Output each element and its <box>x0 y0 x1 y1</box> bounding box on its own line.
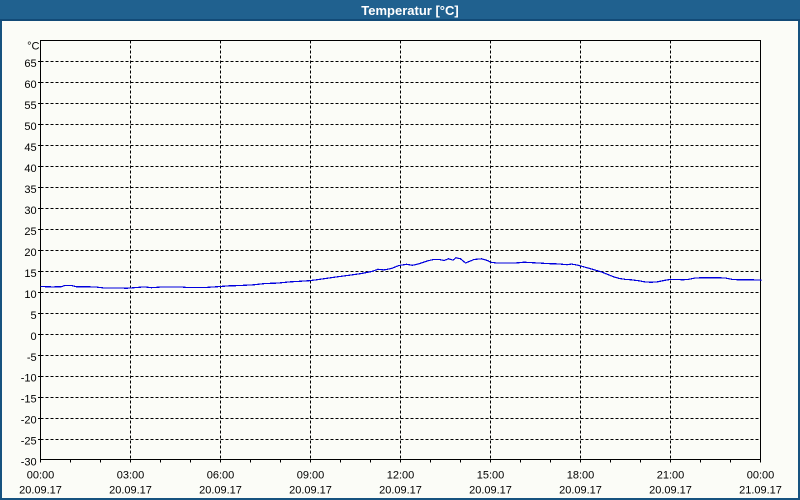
svg-text:20.09.17: 20.09.17 <box>649 485 692 497</box>
svg-text:09:00: 09:00 <box>297 470 325 482</box>
svg-text:-20: -20 <box>21 415 37 427</box>
svg-text:20.09.17: 20.09.17 <box>379 485 422 497</box>
svg-text:40: 40 <box>24 163 36 175</box>
svg-text:06:00: 06:00 <box>207 470 235 482</box>
svg-text:15:00: 15:00 <box>477 470 505 482</box>
svg-text:20: 20 <box>24 247 36 259</box>
svg-text:-25: -25 <box>21 436 37 448</box>
svg-text:21.09.17: 21.09.17 <box>739 485 782 497</box>
svg-text:-5: -5 <box>27 352 37 364</box>
svg-text:-15: -15 <box>21 394 37 406</box>
svg-text:20.09.17: 20.09.17 <box>469 485 512 497</box>
svg-text:21:00: 21:00 <box>657 470 685 482</box>
svg-text:00:00: 00:00 <box>27 470 55 482</box>
svg-text:45: 45 <box>24 142 36 154</box>
svg-text:18:00: 18:00 <box>567 470 595 482</box>
svg-text:12:00: 12:00 <box>387 470 415 482</box>
svg-text:03:00: 03:00 <box>117 470 145 482</box>
svg-text:-10: -10 <box>21 373 37 385</box>
svg-text:65: 65 <box>24 58 36 70</box>
svg-text:5: 5 <box>30 310 36 322</box>
svg-text:35: 35 <box>24 184 36 196</box>
svg-text:50: 50 <box>24 121 36 133</box>
svg-text:30: 30 <box>24 205 36 217</box>
svg-text:°C: °C <box>27 40 39 52</box>
svg-text:60: 60 <box>24 79 36 91</box>
svg-text:20.09.17: 20.09.17 <box>109 485 152 497</box>
svg-text:-30: -30 <box>21 457 37 469</box>
svg-text:20.09.17: 20.09.17 <box>289 485 332 497</box>
svg-text:20.09.17: 20.09.17 <box>199 485 242 497</box>
svg-text:25: 25 <box>24 226 36 238</box>
svg-text:15: 15 <box>24 268 36 280</box>
svg-text:20.09.17: 20.09.17 <box>19 485 62 497</box>
svg-text:00:00: 00:00 <box>747 470 775 482</box>
svg-text:20.09.17: 20.09.17 <box>559 485 602 497</box>
svg-text:55: 55 <box>24 100 36 112</box>
svg-text:0: 0 <box>30 331 36 343</box>
svg-text:10: 10 <box>24 289 36 301</box>
